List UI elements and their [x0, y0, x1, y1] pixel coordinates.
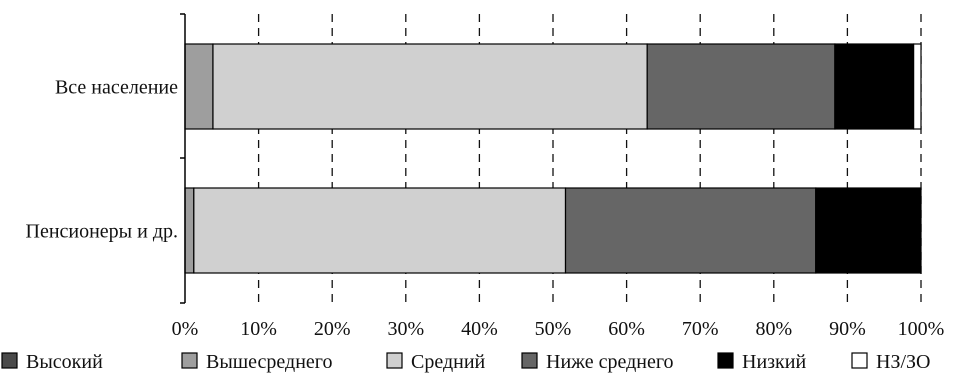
bar-0-5 [913, 43, 922, 130]
x-tick-label-40: 40% [461, 318, 498, 340]
legend-label-1: Вышесреднего [206, 351, 333, 373]
legend-label-3: Ниже среднего [546, 351, 674, 373]
legend-swatch-0 [1, 352, 18, 369]
legend-swatch-3 [521, 352, 538, 369]
x-tick-label-90: 90% [829, 318, 866, 340]
x-tick-label-50: 50% [535, 318, 572, 340]
x-tick-label-60: 60% [608, 318, 645, 340]
legend-swatch-1 [181, 352, 198, 369]
x-tick-label-80: 80% [755, 318, 792, 340]
x-tick-label-100: 100% [898, 318, 945, 340]
category-labels: Все население Пенсионеры и др. [26, 77, 179, 243]
bar-0-1 [184, 43, 214, 130]
axes [180, 13, 186, 304]
bar-1-1 [184, 187, 195, 274]
category-label-0: Все население [55, 77, 178, 99]
legend: Высокий Вышесреднего Средний Ниже среднего Н… [1, 351, 930, 373]
x-tick-label-20: 20% [314, 318, 351, 340]
legend-swatch-5 [851, 352, 868, 369]
x-tick-label-0: 0% [172, 318, 199, 340]
x-tick-label-70: 70% [682, 318, 719, 340]
bar-0-4 [834, 43, 915, 130]
x-tick-label-10: 10% [240, 318, 277, 340]
bar-1-4 [815, 187, 922, 274]
legend-swatch-2 [386, 352, 403, 369]
legend-label-2: Средний [411, 351, 486, 373]
legend-label-4: Низкий [742, 351, 806, 373]
legend-label-5: НЗ/ЗО [876, 351, 930, 373]
bar-0-3 [646, 43, 836, 130]
category-label-1: Пенсионеры и др. [26, 221, 179, 243]
bar-1-3 [564, 187, 817, 274]
bar-1-2 [193, 187, 567, 274]
legend-swatch-4 [717, 352, 734, 369]
legend-label-0: Высокий [26, 351, 103, 373]
x-tick-label-30: 30% [387, 318, 424, 340]
bars [184, 43, 922, 274]
x-tick-labels: 0% 10% 20% 30% 40% 50% 60% 70% 80% 90% 100% [172, 318, 945, 340]
bar-0-2 [212, 43, 648, 130]
